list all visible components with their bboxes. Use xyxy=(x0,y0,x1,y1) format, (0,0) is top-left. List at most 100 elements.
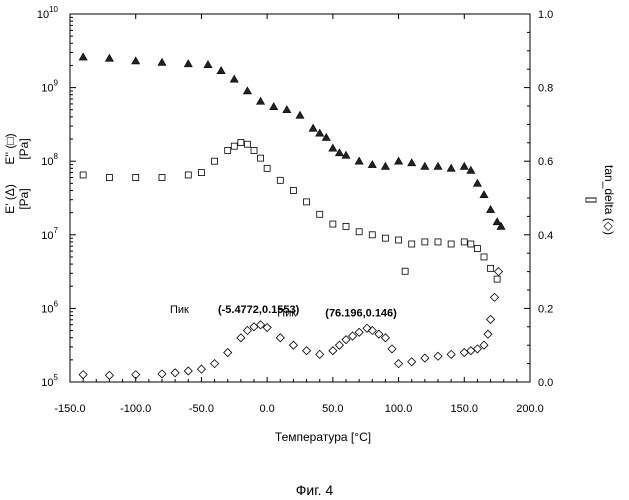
triangle-point xyxy=(229,74,239,83)
annotation-value: (-5.4772,0.1553) xyxy=(218,304,300,316)
diamond-point xyxy=(380,333,390,343)
triangle-point xyxy=(446,163,456,172)
diamond-point xyxy=(354,327,364,337)
diamond-point xyxy=(486,314,496,325)
x-tick-label: -150.0 xyxy=(54,403,85,415)
x-tick-label: -100.0 xyxy=(120,403,151,415)
triangle-point xyxy=(183,59,193,68)
triangle-point xyxy=(394,156,404,165)
square-point xyxy=(132,174,140,181)
square-point xyxy=(342,223,350,230)
diamond-point xyxy=(493,267,504,277)
diamond-point xyxy=(196,364,206,374)
diamond-point xyxy=(249,322,259,332)
diamond-point xyxy=(348,331,358,341)
diamond-point xyxy=(288,340,298,350)
y-right-tick-label: 1.0 xyxy=(538,9,553,21)
triangle-point xyxy=(282,105,292,114)
square-point xyxy=(487,264,494,272)
square-point xyxy=(263,164,271,172)
square-point xyxy=(237,139,245,146)
triangle-point xyxy=(315,128,325,137)
y-left-title-line2: [Pa] xyxy=(17,188,31,209)
series-layer xyxy=(78,52,506,380)
square-point xyxy=(493,275,501,283)
square-point xyxy=(329,220,337,228)
triangle-point xyxy=(341,150,351,159)
square-point xyxy=(303,198,310,206)
square-point xyxy=(401,267,409,275)
x-tick-label: 100.0 xyxy=(385,403,413,415)
y-right-title: tan_delta (◇) xyxy=(602,165,616,235)
diamond-point xyxy=(302,346,312,356)
x-tick-label: 50.0 xyxy=(322,403,343,415)
square-point xyxy=(106,174,113,181)
square-point xyxy=(230,142,238,150)
plot-border xyxy=(69,13,531,383)
diamond-point xyxy=(466,346,476,356)
x-axis-title: Температура [°C] xyxy=(275,430,371,444)
triangle-point xyxy=(295,110,305,119)
x-axis: -150.0 -100.0 -50.0 0.0 50.0 100.0 150.0 200.0 xyxy=(54,14,544,415)
square-point xyxy=(276,176,284,184)
triangle-point xyxy=(472,178,482,187)
square-point xyxy=(408,240,416,248)
diamond-point xyxy=(315,349,325,359)
triangle-point xyxy=(380,161,390,170)
diamond-point xyxy=(183,366,193,376)
y-left-title-line3: E'' (□) xyxy=(3,133,17,164)
y-left-title-line1: E' (Δ) xyxy=(3,184,17,214)
square-point xyxy=(467,240,475,248)
square-point xyxy=(395,236,402,244)
diamond-point xyxy=(275,333,285,343)
triangle-point xyxy=(104,53,114,62)
series-diamond xyxy=(78,267,504,380)
triangle-point xyxy=(367,159,377,168)
y-right-tick-label: 0.6 xyxy=(538,156,553,168)
y-left-axis: 1010 109 108 107 106 105 xyxy=(37,5,76,389)
y-right-tick-label: 0.8 xyxy=(538,83,553,95)
diamond-point xyxy=(394,359,404,369)
triangle-point xyxy=(459,161,469,170)
square-point xyxy=(460,238,468,246)
diamond-point xyxy=(446,349,456,359)
y-left-title-line4: [Pa] xyxy=(17,138,31,159)
y-left-tick-label: 108 xyxy=(41,152,58,168)
diamond-point xyxy=(367,325,377,336)
y-left-tick-label: 107 xyxy=(41,226,58,242)
diamond-point xyxy=(170,368,180,378)
x-tick-label: 200.0 xyxy=(516,403,544,415)
y-right-unit: [] xyxy=(585,197,599,204)
diamond-point xyxy=(157,369,167,379)
square-point xyxy=(250,147,258,154)
triangle-point xyxy=(78,52,88,61)
diamond-point xyxy=(223,347,233,358)
triangle-point xyxy=(407,158,417,167)
triangle-point xyxy=(466,165,476,174)
triangle-point xyxy=(328,143,338,152)
y-right-axis: 1.0 0.8 0.6 0.4 0.2 0.0 xyxy=(524,9,553,389)
diamond-point xyxy=(483,329,493,339)
annotation-label: Пик xyxy=(170,304,189,316)
square-point xyxy=(421,238,429,246)
square-point xyxy=(158,174,166,181)
diamond-point xyxy=(433,351,443,361)
square-point xyxy=(79,171,87,179)
diamond-point xyxy=(242,325,252,336)
triangle-point xyxy=(216,66,226,74)
diamond-point xyxy=(420,353,430,363)
x-tick-label: -50.0 xyxy=(189,403,214,415)
triangle-point xyxy=(486,204,496,213)
diamond-point xyxy=(472,344,482,354)
diamond-point xyxy=(131,370,141,380)
diamond-point xyxy=(362,323,372,333)
y-left-tick-label: 106 xyxy=(41,299,58,315)
y-left-tick-label: 109 xyxy=(41,79,58,95)
triangle-point xyxy=(256,96,266,105)
square-point xyxy=(211,157,218,165)
diamond-point xyxy=(104,370,114,380)
triangle-point xyxy=(334,148,344,157)
annotation-value: (76.196,0.146) xyxy=(325,307,397,319)
diamond-point xyxy=(341,335,351,345)
